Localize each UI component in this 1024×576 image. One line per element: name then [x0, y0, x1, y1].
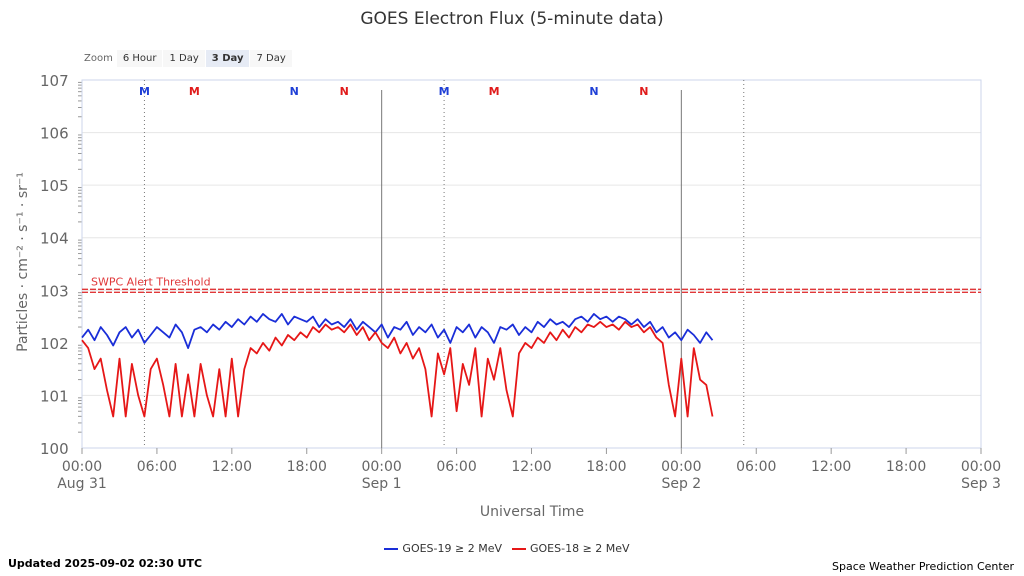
orbit-marker-m: M — [139, 85, 150, 98]
x-tick-label: 00:00 — [661, 459, 701, 475]
chart-legend: GOES-19 ≥ 2 MeV GOES-18 ≥ 2 MeV — [0, 542, 1024, 555]
y-axis-label: Particles · cm⁻² · s⁻¹ · sr⁻¹ — [15, 172, 31, 352]
x-date-label: Sep 1 — [362, 476, 402, 492]
legend-label-goes-19: GOES-19 ≥ 2 MeV — [402, 542, 502, 555]
y-tick-label: 104 — [40, 230, 69, 248]
orbit-marker-n: N — [589, 85, 598, 98]
y-tick-label: 105 — [40, 177, 69, 195]
legend-swatch-goes-18 — [512, 547, 526, 550]
legend-item-goes-18[interactable]: GOES-18 ≥ 2 MeV — [512, 542, 630, 555]
x-tick-label: 00:00 — [961, 459, 1001, 475]
orbit-marker-n: N — [290, 85, 299, 98]
x-date-label: Sep 2 — [661, 476, 701, 492]
y-tick-label: 100 — [40, 440, 69, 458]
legend-item-goes-19[interactable]: GOES-19 ≥ 2 MeV — [384, 542, 502, 555]
x-date-label: Aug 31 — [57, 476, 107, 492]
y-tick-label: 101 — [40, 387, 69, 405]
x-tick-label: 12:00 — [212, 459, 252, 475]
x-tick-label: 18:00 — [886, 459, 926, 475]
x-tick-label: 00:00 — [361, 459, 401, 475]
zoom-label: Zoom — [84, 53, 113, 64]
y-tick-label: 103 — [40, 282, 69, 300]
legend-label-goes-18: GOES-18 ≥ 2 MeV — [530, 542, 630, 555]
x-tick-label: 12:00 — [811, 459, 851, 475]
legend-swatch-goes-19 — [384, 547, 399, 550]
zoom-1-day-button[interactable]: 1 Day — [163, 50, 205, 67]
orbit-marker-n: N — [340, 85, 349, 98]
zoom-toolbar: Zoom 6 Hour 1 Day 3 Day 7 Day — [84, 50, 293, 67]
x-tick-label: 00:00 — [62, 459, 102, 475]
orbit-marker-m: M — [439, 85, 450, 98]
series-line-goes-18 — [81, 320, 714, 418]
credit-text: Space Weather Prediction Center — [832, 560, 1014, 573]
zoom-6-hour-button[interactable]: 6 Hour — [116, 50, 163, 67]
x-tick-label: 06:00 — [137, 459, 177, 475]
x-tick-label: 18:00 — [287, 459, 327, 475]
zoom-7-day-button[interactable]: 7 Day — [250, 50, 292, 67]
x-axis-label: Universal Time — [480, 504, 584, 520]
threshold-label: SWPC Alert Threshold — [91, 275, 211, 288]
x-tick-label: 12:00 — [511, 459, 551, 475]
orbit-marker-m: M — [489, 85, 500, 98]
chart-title: GOES Electron Flux (5-minute data) — [360, 9, 663, 29]
x-date-label: Sep 3 — [961, 476, 1001, 492]
updated-timestamp: Updated 2025-09-02 02:30 UTC — [8, 557, 203, 570]
x-tick-label: 06:00 — [436, 459, 476, 475]
y-tick-label: 102 — [40, 335, 69, 353]
y-tick-label: 106 — [40, 125, 69, 143]
orbit-marker-m: M — [189, 85, 200, 98]
series-line-goes-19 — [81, 312, 714, 350]
y-tick-label: 107 — [40, 72, 69, 90]
x-tick-label: 18:00 — [586, 459, 626, 475]
zoom-3-day-button[interactable]: 3 Day — [205, 50, 250, 67]
orbit-marker-n: N — [639, 85, 648, 98]
x-tick-label: 06:00 — [736, 459, 776, 475]
